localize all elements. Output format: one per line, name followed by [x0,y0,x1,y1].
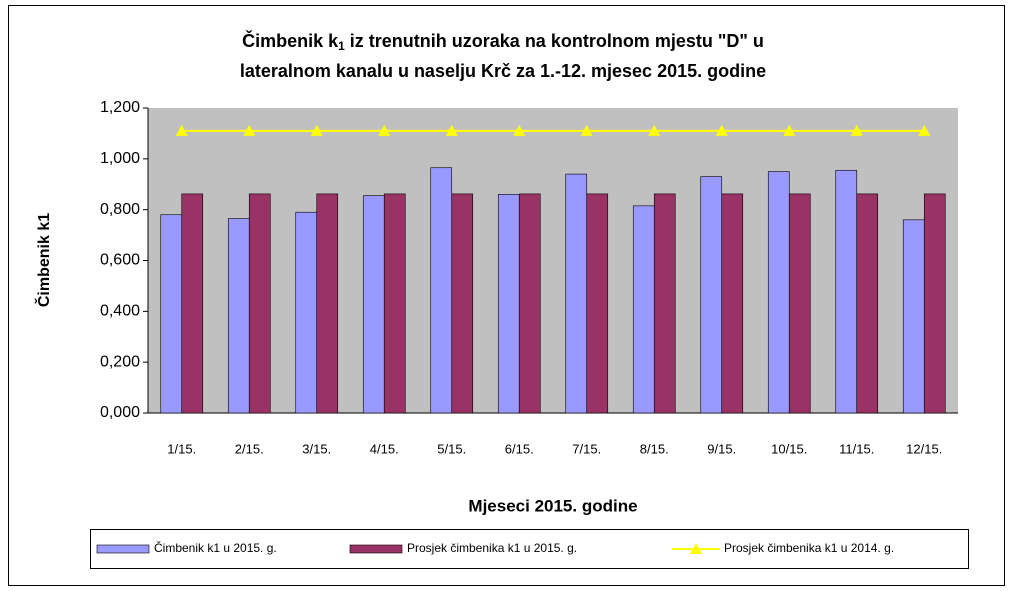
x-tick-label: 2/15. [235,441,264,456]
chart-title: Čimbenik k1 iz trenutnih uzoraka na kont… [242,30,764,53]
line-marker [918,124,931,136]
bar [788,193,811,414]
bar [295,211,318,414]
bar [767,171,790,414]
line-marker [310,124,323,136]
bar [653,193,676,414]
bar [565,173,588,414]
line-marker [513,124,526,136]
plot-area [148,108,958,413]
legend-label: Čimbenik k1 u 2015. g. [154,540,277,555]
y-tick-label: 0,600 [100,252,140,269]
bar [632,205,655,414]
y-axis-label: Čimbenik k1 [34,213,53,307]
y-tick-label: 0,200 [100,353,140,370]
bar [721,193,744,414]
y-tick-label: 1,200 [100,99,140,116]
bar [383,193,406,414]
bar [451,193,474,414]
x-tick-label: 10/15. [771,441,807,456]
line-marker [580,124,593,136]
line-marker [783,124,796,136]
bar [362,195,385,414]
bar [227,218,250,414]
legend-swatch [349,544,403,554]
bar [316,193,339,414]
bar [181,193,204,414]
x-tick-label: 9/15. [707,441,736,456]
y-tick-label: 0,800 [100,201,140,218]
y-tick-label: 0,400 [100,303,140,320]
x-tick-label: 5/15. [437,441,466,456]
line-marker [648,124,661,136]
x-tick-label: 1/15. [167,441,196,456]
bar [923,193,946,414]
legend-label: Prosjek čimbenika k1 u 2014. g. [724,541,894,555]
x-tick-label: 11/15. [839,441,874,456]
bar [902,219,925,414]
line-marker [378,124,391,136]
bar [835,169,858,414]
x-tick-label: 7/15. [572,441,601,456]
bar [518,193,541,414]
line-marker [445,124,458,136]
x-tick-label: 12/15. [906,441,942,456]
bar [430,167,453,414]
x-tick-label: 8/15. [640,441,669,456]
bar [700,176,723,414]
x-tick-label: 6/15. [505,441,534,456]
legend-swatch [690,543,702,554]
y-tick-label: 1,000 [100,150,140,167]
bar [856,193,879,414]
y-tick-label: 0,000 [100,404,140,421]
bar [497,194,520,414]
legend [90,529,969,569]
line-marker [715,124,728,136]
line-marker [243,124,256,136]
x-tick-label: 3/15. [302,441,331,456]
legend-swatch [96,544,150,554]
bar [586,193,609,414]
bar [248,193,271,414]
x-tick-label: 4/15. [370,441,399,456]
x-axis-label: Mjeseci 2015. godine [468,496,637,515]
chart-title: lateralnom kanalu u naselju Krč za 1.-12… [240,61,766,81]
line-marker [175,124,188,136]
line-marker [850,124,863,136]
bar [160,214,183,414]
legend-label: Prosjek čimbenika k1 u 2015. g. [407,541,577,555]
